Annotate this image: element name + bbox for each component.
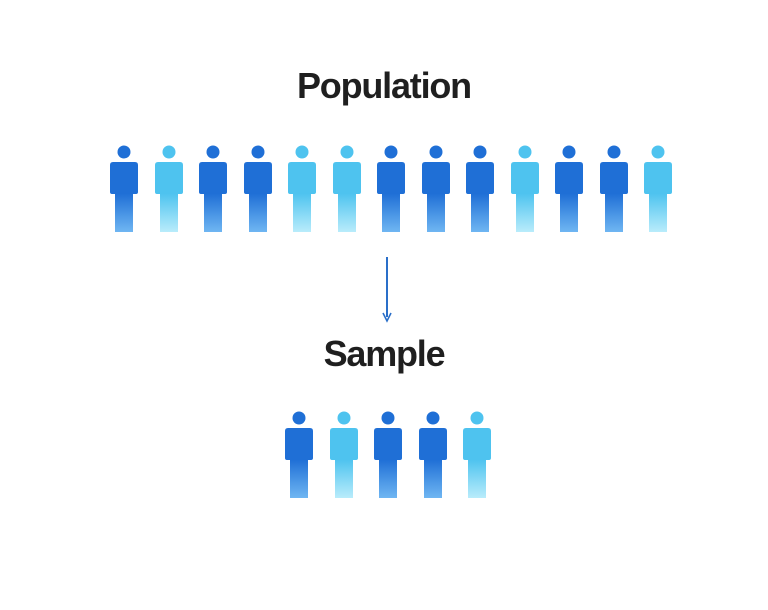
person-icon — [599, 145, 628, 232]
person-icon — [374, 411, 402, 498]
person-icon — [418, 411, 447, 498]
person-icon — [288, 145, 316, 232]
person-icon — [329, 411, 358, 498]
person-icon — [332, 145, 361, 232]
person-icon — [110, 145, 138, 232]
person-icon — [463, 411, 491, 498]
arrow-down-icon — [382, 257, 392, 323]
person-icon — [466, 145, 494, 232]
person-icon — [510, 145, 539, 232]
person-icon — [377, 145, 405, 232]
person-icon — [154, 145, 183, 232]
population-group — [109, 145, 673, 233]
population-title: Population — [297, 65, 472, 106]
person-icon — [285, 411, 313, 498]
person-icon — [644, 145, 672, 232]
person-icon — [421, 145, 450, 232]
person-icon — [199, 145, 227, 232]
person-icon — [555, 145, 583, 232]
sample-group — [284, 411, 492, 499]
sample-title: Sample — [323, 333, 446, 374]
person-icon — [243, 145, 272, 232]
